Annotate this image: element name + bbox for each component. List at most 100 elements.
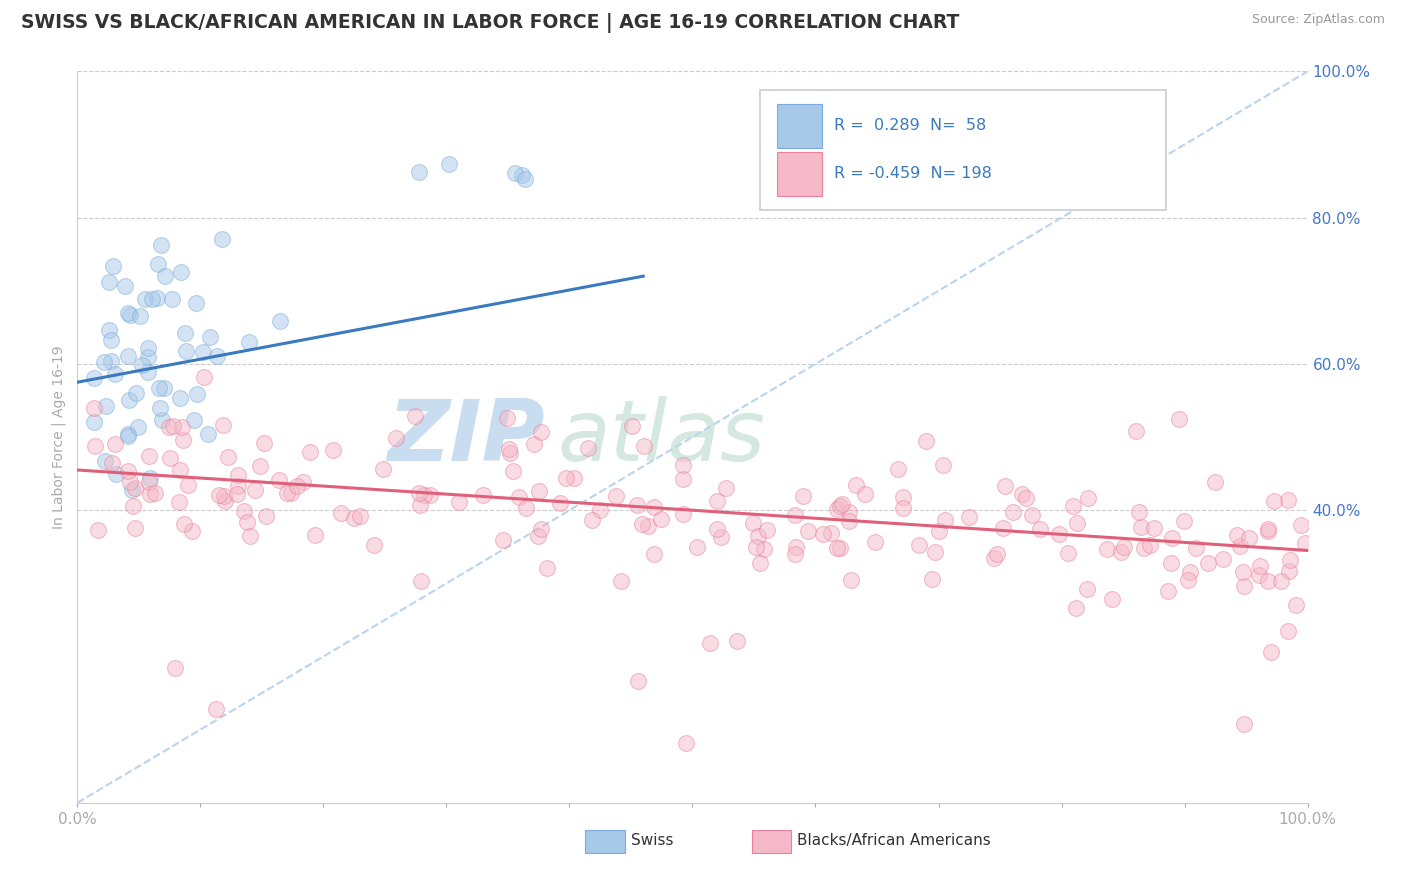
Point <box>1128 505 1150 519</box>
Point <box>914 434 936 448</box>
Point <box>226 478 249 492</box>
Point <box>1233 579 1256 593</box>
Point <box>921 573 943 587</box>
Point <box>747 529 769 543</box>
Point <box>820 525 842 540</box>
Point <box>153 268 176 283</box>
Point <box>86 523 108 537</box>
Point <box>1056 546 1078 560</box>
Point <box>1156 584 1178 599</box>
Text: atlas: atlas <box>557 395 765 479</box>
Point <box>127 420 149 434</box>
Point <box>887 461 910 475</box>
Point <box>117 426 139 441</box>
Point <box>408 165 430 179</box>
Point <box>1077 491 1099 505</box>
Point <box>243 483 266 497</box>
Point <box>610 574 633 589</box>
Point <box>276 485 298 500</box>
Point <box>1263 493 1285 508</box>
Point <box>145 291 167 305</box>
Point <box>1173 514 1195 528</box>
Point <box>1021 508 1043 522</box>
Point <box>267 473 290 487</box>
Point <box>530 425 553 439</box>
Point <box>117 464 139 478</box>
Point <box>783 547 806 561</box>
Point <box>1278 564 1301 578</box>
Point <box>186 295 208 310</box>
Point <box>163 660 186 674</box>
Point <box>749 557 772 571</box>
Point <box>1167 412 1189 426</box>
Point <box>121 483 143 497</box>
Text: R = -0.459  N= 198: R = -0.459 N= 198 <box>834 166 991 181</box>
Point <box>527 484 550 499</box>
Point <box>588 503 610 517</box>
Point <box>1064 601 1087 615</box>
Point <box>1247 567 1270 582</box>
Point <box>285 479 308 493</box>
Point <box>139 486 162 500</box>
Point <box>510 168 533 182</box>
Point <box>253 435 276 450</box>
Point <box>94 453 117 467</box>
Point <box>138 449 160 463</box>
Point <box>138 475 160 489</box>
Point <box>675 737 697 751</box>
Point <box>304 528 326 542</box>
Point <box>991 521 1014 535</box>
Point <box>1294 535 1316 549</box>
Point <box>605 489 627 503</box>
Point <box>205 349 228 363</box>
Point <box>233 504 256 518</box>
Point <box>143 486 166 500</box>
Point <box>957 510 980 524</box>
Point <box>131 358 153 372</box>
Point <box>845 478 868 492</box>
Point <box>627 674 650 689</box>
Point <box>212 489 235 503</box>
Point <box>180 524 202 538</box>
Point <box>146 257 169 271</box>
Point <box>1066 516 1088 530</box>
Point <box>620 418 643 433</box>
Point <box>117 349 139 363</box>
Point <box>117 392 139 407</box>
Point <box>1160 556 1182 570</box>
Point <box>643 547 665 561</box>
Point <box>756 523 779 537</box>
Point <box>576 441 599 455</box>
Point <box>104 437 127 451</box>
Point <box>828 541 851 556</box>
Point <box>1256 522 1278 536</box>
Point <box>502 464 524 478</box>
Point <box>672 472 695 486</box>
Point <box>1229 539 1251 553</box>
Point <box>706 494 728 508</box>
Point <box>169 494 191 508</box>
Point <box>530 522 553 536</box>
Point <box>828 500 851 514</box>
Point <box>411 574 433 589</box>
Point <box>117 306 139 320</box>
Point <box>1270 574 1292 589</box>
Point <box>217 450 239 464</box>
Point <box>254 508 277 523</box>
Point <box>1029 522 1052 536</box>
Point <box>983 551 1005 566</box>
Point <box>136 351 159 365</box>
Point <box>986 547 1008 561</box>
Point <box>742 516 765 531</box>
Point <box>527 529 550 543</box>
Point <box>581 513 603 527</box>
Point <box>631 516 654 531</box>
Point <box>100 333 122 347</box>
Point <box>699 635 721 649</box>
Point <box>150 413 173 427</box>
Point <box>1212 552 1234 566</box>
Point <box>838 505 860 519</box>
Point <box>172 419 194 434</box>
Point <box>280 485 302 500</box>
Point <box>371 462 394 476</box>
